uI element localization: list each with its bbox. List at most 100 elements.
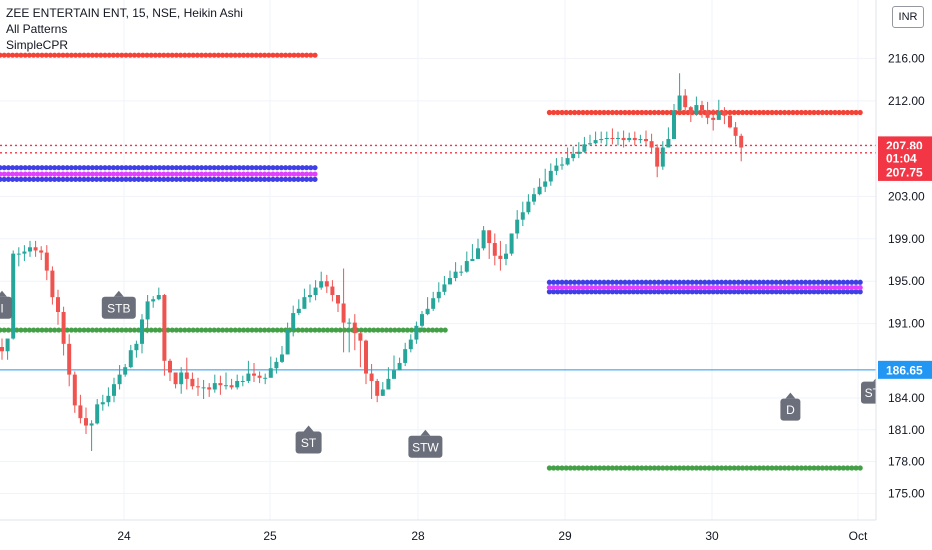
level-dot-bc: [668, 289, 674, 295]
pattern-label-i[interactable]: I: [0, 290, 12, 319]
level-dot-bc: [215, 165, 221, 171]
price-tag-label: 207.75: [886, 165, 923, 179]
level-dot-support: [362, 327, 368, 333]
level-dot-bc: [190, 165, 196, 171]
level-dot-tc: [706, 279, 712, 285]
level-dot-support: [857, 465, 863, 471]
level-dot-pivot: [735, 109, 742, 116]
candle-body: [408, 339, 413, 350]
level-dot-bc: [677, 289, 683, 295]
level-dot-bc: [148, 165, 154, 171]
level-dot-tc: [761, 279, 767, 285]
level-dot-tc: [836, 279, 842, 285]
level-dot-support: [304, 327, 310, 333]
level-dot-bc: [660, 289, 666, 295]
level-dot-tc: [639, 279, 645, 285]
pattern-label-stb[interactable]: STB: [101, 290, 136, 319]
level-dot-pivot: [748, 109, 754, 116]
candle-body: [599, 139, 604, 141]
level-dot-pivot2: [119, 171, 125, 177]
level-dot-pivot2: [127, 171, 133, 177]
level-dot-pivot: [287, 52, 293, 58]
y-tick-label: 195.00: [888, 274, 925, 288]
level-dot-tc: [283, 176, 289, 182]
level-dot-bc: [77, 165, 83, 171]
candle-body: [464, 261, 469, 272]
indicator-all-patterns[interactable]: All Patterns: [6, 22, 68, 36]
level-dot-pivot: [98, 52, 104, 58]
level-dot-bc: [278, 165, 284, 171]
candle-body: [677, 95, 682, 111]
level-dot-support: [253, 327, 259, 333]
candle-body: [683, 95, 688, 108]
candle-body: [459, 271, 464, 273]
level-dot-tc: [803, 279, 809, 285]
level-dot-tc: [584, 279, 590, 285]
level-dot-bc: [152, 165, 158, 171]
level-dot-bc: [719, 289, 725, 295]
level-dot-tc: [752, 279, 758, 285]
level-dot-pivot2: [605, 284, 611, 291]
level-dot-pivot2: [647, 284, 653, 291]
level-dot-bc: [136, 165, 142, 171]
level-dot-tc: [551, 279, 557, 285]
level-dot-pivot: [308, 52, 314, 58]
level-dot-pivot: [782, 109, 788, 116]
level-dot-support: [618, 465, 624, 471]
level-dot-tc: [102, 176, 108, 182]
level-dot-support: [5, 327, 11, 333]
candle-body: [28, 247, 32, 252]
indicator-simplecpr[interactable]: SimpleCPR: [6, 38, 69, 52]
level-dot-bc: [769, 289, 775, 295]
candle-body: [89, 423, 94, 426]
level-dot-support: [551, 465, 557, 471]
level-dot-pivot: [199, 52, 205, 58]
level-dot-pivot: [77, 52, 83, 58]
level-dot-tc: [840, 279, 847, 285]
level-dot-support: [786, 465, 792, 471]
pattern-label-stw[interactable]: STW: [408, 429, 443, 458]
x-tick-label: 29: [558, 529, 572, 543]
level-dot-tc: [85, 176, 91, 182]
level-dot-pivot: [35, 52, 41, 58]
level-dot-bc: [706, 289, 712, 295]
pattern-label-box: [780, 398, 801, 421]
level-dot-support: [723, 465, 729, 471]
level-dot-pivot2: [845, 284, 851, 291]
level-dot-tc: [677, 279, 683, 285]
y-tick-label: 203.00: [888, 189, 925, 203]
level-dot-pivot: [253, 52, 259, 58]
level-dot-tc: [630, 279, 637, 285]
level-dot-pivot: [144, 52, 150, 58]
level-dot-pivot: [580, 109, 586, 116]
candle-body: [240, 380, 245, 382]
level-dot-pivot2: [64, 171, 70, 177]
level-dot-pivot2: [266, 171, 272, 177]
level-dot-tc: [190, 176, 196, 182]
level-dot-support: [752, 465, 758, 471]
level-dot-pivot2: [262, 171, 268, 177]
level-dot-bc: [853, 289, 859, 295]
level-dot-pivot: [283, 52, 289, 58]
candle-body: [274, 361, 279, 369]
level-dot-support: [845, 465, 851, 471]
candle-body: [151, 299, 156, 302]
pattern-label-st[interactable]: ST: [295, 425, 322, 454]
level-dot-support: [563, 465, 569, 471]
pattern-label-d[interactable]: D: [780, 392, 801, 421]
symbol-title[interactable]: ZEE ENTERTAIN ENT, 15, NSE, Heikin Ashi: [6, 6, 243, 20]
level-dot-pivot: [5, 52, 11, 58]
candle-body: [414, 325, 419, 340]
currency-badge[interactable]: INR: [892, 6, 924, 28]
level-dot-pivot: [845, 109, 851, 116]
candle-body: [436, 291, 441, 299]
level-dot-support: [807, 465, 813, 471]
pattern-label-text: ST: [301, 436, 317, 450]
candle-body: [280, 354, 284, 362]
level-dot-tc: [647, 279, 653, 285]
level-dot-support: [584, 465, 590, 471]
level-dot-pivot: [819, 109, 826, 116]
level-dot-bc: [106, 165, 112, 171]
